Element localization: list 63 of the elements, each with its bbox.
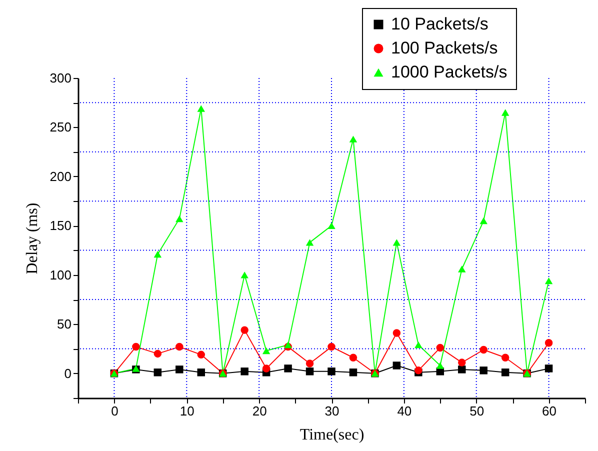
point (501, 354, 510, 362)
x-tick-label: 20 (252, 404, 267, 418)
point (306, 368, 314, 376)
point (262, 347, 270, 354)
point (284, 364, 292, 372)
legend-label: 1000 Packets/s (391, 62, 508, 82)
point (392, 239, 401, 246)
point (176, 342, 184, 351)
point (392, 329, 401, 337)
point (328, 222, 336, 230)
point (414, 341, 422, 348)
point (262, 364, 270, 372)
point (132, 342, 140, 351)
point (197, 350, 205, 359)
point (544, 364, 553, 372)
point (436, 344, 444, 352)
x-tick-label: 30 (324, 404, 340, 418)
point (501, 109, 510, 116)
legend-label: 10 Packets/s (391, 14, 488, 34)
point (176, 215, 184, 222)
point (544, 338, 553, 347)
point (480, 217, 488, 224)
point (349, 136, 358, 142)
point (240, 368, 248, 376)
point (328, 368, 336, 376)
x-axis-title: Time(sec) (300, 426, 364, 444)
point (154, 368, 162, 376)
point (306, 360, 314, 368)
point (328, 342, 336, 351)
y-tick-label: 0 (64, 366, 72, 381)
x-tick-label: 50 (470, 404, 484, 418)
point (197, 105, 205, 112)
point (154, 250, 162, 258)
point (458, 266, 466, 272)
point (501, 368, 510, 376)
y-tick-label: 200 (50, 168, 72, 184)
y-tick-label: 250 (50, 120, 72, 135)
point (480, 366, 488, 374)
point (154, 350, 162, 358)
x-tick-label: 40 (397, 404, 412, 418)
point (458, 358, 466, 366)
legend-label: 100 Packets/s (391, 38, 498, 58)
point (458, 366, 466, 374)
y-tick-label: 300 (50, 70, 72, 86)
point (349, 354, 358, 362)
point (284, 341, 292, 348)
point (480, 346, 488, 354)
point (240, 326, 248, 334)
y-axis-title: Delay (ms) (24, 202, 41, 274)
x-tick-label: 0 (111, 404, 118, 418)
point (197, 368, 205, 376)
y-tick-label: 100 (50, 267, 72, 282)
point (436, 362, 444, 369)
x-tick-label: 60 (542, 404, 557, 418)
y-tick-label: 50 (57, 316, 72, 332)
x-tick-label: 10 (180, 404, 194, 418)
point (544, 277, 553, 284)
point (240, 272, 248, 278)
point (306, 239, 314, 246)
y-tick-label: 150 (50, 218, 72, 234)
point (349, 368, 358, 376)
point (176, 366, 184, 374)
point (392, 362, 401, 370)
